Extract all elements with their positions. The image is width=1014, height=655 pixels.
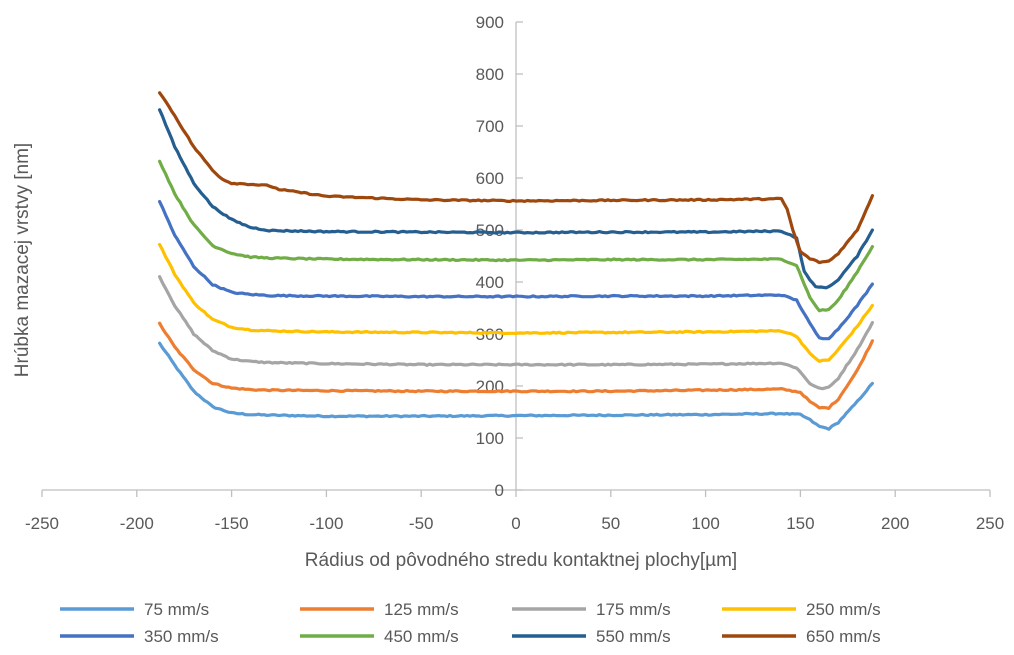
- series-line-4: [158, 242, 875, 363]
- x-tick-label: 150: [786, 514, 814, 533]
- legend-label: 350 mm/s: [144, 627, 219, 646]
- x-tick-label: 100: [691, 514, 719, 533]
- series-line-3: [158, 275, 875, 391]
- y-tick-label: 900: [476, 13, 504, 32]
- y-tick-label: 700: [476, 117, 504, 136]
- legend: 75 mm/s 125 mm/s 175 mm/s 250 mm/s 350 mm/s 4…: [60, 600, 881, 646]
- x-tick-label: -100: [309, 514, 343, 533]
- x-tick-label: 200: [881, 514, 909, 533]
- x-tick-label: -50: [409, 514, 434, 533]
- y-axis-title: Hrúbka mazacej vrstvy [nm]: [12, 143, 33, 377]
- legend-label: 125 mm/s: [384, 600, 459, 619]
- y-tick-label: 400: [476, 273, 504, 292]
- y-tick-label: 0: [495, 481, 504, 500]
- series-group: [158, 91, 875, 431]
- legend-label: 650 mm/s: [806, 627, 881, 646]
- series-line-5: [158, 200, 875, 341]
- y-tick-label: 100: [476, 429, 504, 448]
- legend-label: 250 mm/s: [806, 600, 881, 619]
- x-tick-label: -200: [120, 514, 154, 533]
- y-tick-label: 300: [476, 325, 504, 344]
- legend-label: 75 mm/s: [144, 600, 209, 619]
- legend-label: 175 mm/s: [596, 600, 671, 619]
- y-tick-label: 800: [476, 65, 504, 84]
- legend-label: 450 mm/s: [384, 627, 459, 646]
- axes: -250 -200 -150 -100 -50 0 50 100 150 200 250010020…: [25, 13, 1004, 533]
- x-axis-title: Rádius od pôvodného stredu kontaktnej pl…: [305, 550, 737, 571]
- x-tick-label: -250: [25, 514, 59, 533]
- x-tick-label: 50: [601, 514, 620, 533]
- x-tick-label: 0: [511, 514, 520, 533]
- series-line-8: [158, 91, 875, 265]
- series-line-6: [158, 159, 875, 313]
- x-tick-label: -150: [215, 514, 249, 533]
- series-line-7: [158, 108, 875, 290]
- series-line-1: [158, 341, 875, 431]
- legend-label: 550 mm/s: [596, 627, 671, 646]
- y-tick-label: 500: [476, 221, 504, 240]
- x-tick-label: 250: [976, 514, 1004, 533]
- series-line-2: [158, 321, 875, 410]
- y-tick-label: 600: [476, 169, 504, 188]
